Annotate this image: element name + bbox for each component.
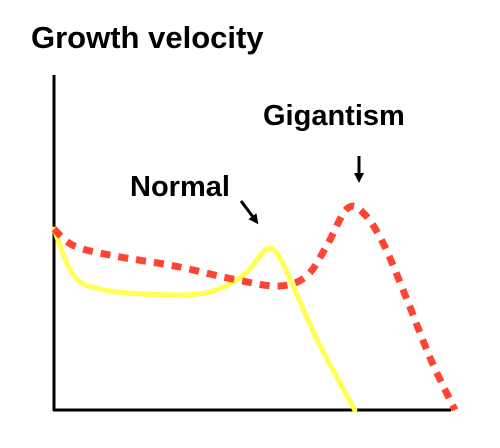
y-axis-label: Growth velocity bbox=[31, 20, 264, 55]
annotation-normal: Normal bbox=[130, 171, 230, 203]
series-line-gigantism bbox=[54, 206, 455, 410]
series-line-normal bbox=[54, 229, 355, 410]
annotation-normal-arrow bbox=[241, 201, 256, 221]
annotation-gigantism: Gigantism bbox=[263, 100, 405, 132]
